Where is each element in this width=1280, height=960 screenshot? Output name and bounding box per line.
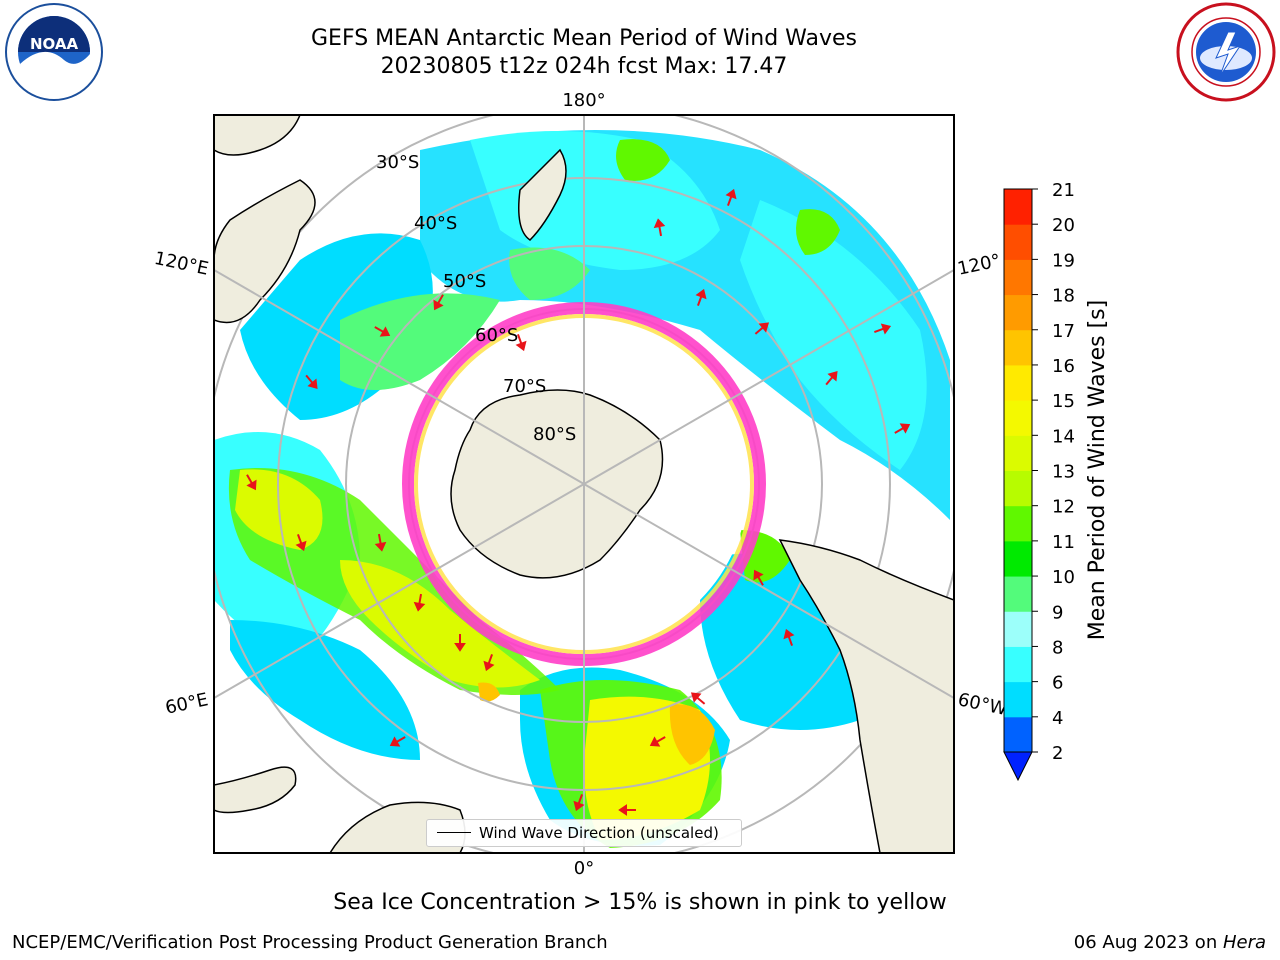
footer-date: 06 Aug 2023 on Hera [1074,932,1266,953]
colorbar-tick-label: 14 [1052,426,1075,447]
legend-line-icon [437,832,471,833]
colorbar-tick-label: 13 [1052,462,1075,483]
meridians [214,115,954,853]
colorbar-tick-label: 19 [1052,250,1075,271]
colorbar-tick-label: 16 [1052,356,1075,377]
colorbar-tick-label: 10 [1052,567,1075,588]
chart-subtitle: 20230805 t12z 024h fcst Max: 17.47 [380,54,788,79]
colorbar-segment [1004,470,1032,507]
colorbar-tick-label: 8 [1052,637,1063,658]
colorbar-body [1003,188,1033,782]
colorbar-tick-label: 17 [1052,321,1075,342]
colorbar-segment [1004,540,1032,577]
footer-date-text: 06 Aug 2023 on [1073,932,1223,953]
colorbar-segment [1004,435,1032,471]
colorbar-tick-label: 21 [1052,180,1075,201]
colorbar-tick-label: 15 [1052,391,1075,412]
colorbar-tick-label: 4 [1052,708,1063,729]
map-legend: Wind Wave Direction (unscaled) [426,819,742,847]
colorbar-segment [1004,716,1032,753]
colorbar-segment [1004,259,1032,296]
lat-label-40s: 40°S [414,213,457,234]
colorbar-segment [1004,189,1032,225]
colorbar-tick-label: 2 [1052,743,1063,764]
colorbar-label: Mean Period of Wind Waves [s] [1085,300,1110,640]
footer-credit: NCEP/EMC/Verification Post Processing Pr… [12,932,608,953]
colorbar-tick-label: 18 [1052,286,1075,307]
colorbar-segment [1004,400,1032,436]
noaa-logo-text: NOAA [30,35,79,53]
lat-label-30s: 30°S [376,152,419,173]
colorbar-segment [1004,681,1032,718]
colorbar-segment [1004,329,1032,366]
nws-logo-icon [1176,2,1276,102]
colorbar-ticks: 2 4 6 8 9 10 11 12 13 14 15 16 17 18 19 20 21 [1032,180,1075,764]
colorbar-segment [1004,364,1032,401]
sea-ice-note: Sea Ice Concentration > 15% is shown in … [333,890,947,915]
wave-field [214,130,950,848]
lon-label-bottom: 0° [574,858,594,879]
lat-label-60s: 60°S [475,325,518,346]
colorbar-segment [1004,576,1032,612]
colorbar-extend-arrow [1003,751,1033,782]
lat-label-70s: 70°S [503,376,546,397]
colorbar-tick-label: 12 [1052,497,1075,518]
colorbar-segment [1004,224,1032,260]
colorbar-segment [1004,646,1032,683]
colorbar-tick-label: 6 [1052,673,1063,694]
colorbar-segment [1004,611,1032,647]
chart-title: GEFS MEAN Antarctic Mean Period of Wind … [311,26,857,51]
wind-wave-direction-arrows [246,188,911,816]
noaa-logo-icon: NOAA [5,3,103,101]
footer-machine: Hera [1222,932,1266,953]
colorbar-tick-label: 9 [1052,602,1063,623]
lat-label-80s: 80°S [533,424,576,445]
legend-label: Wind Wave Direction (unscaled) [479,824,719,842]
lon-label-top: 180° [562,90,605,111]
colorbar-tick-label: 20 [1052,215,1075,236]
colorbar-segment [1004,294,1032,331]
colorbar-tick-label: 11 [1052,532,1075,553]
land [214,115,954,853]
lat-label-50s: 50°S [443,271,486,292]
colorbar-segment [1004,505,1032,542]
